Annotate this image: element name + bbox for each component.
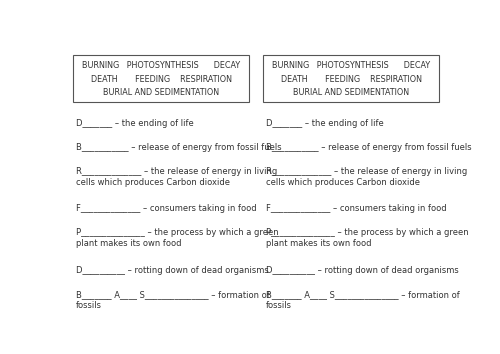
Text: BURIAL AND SEDIMENTATION: BURIAL AND SEDIMENTATION: [104, 88, 220, 97]
Text: P_______________ – the process by which a green
plant makes its own food: P_______________ – the process by which …: [266, 228, 468, 249]
Text: D__________ – rotting down of dead organisms: D__________ – rotting down of dead organ…: [266, 266, 458, 275]
Text: F______________ – consumers taking in food: F______________ – consumers taking in fo…: [266, 204, 446, 213]
Text: B_______ A____ S_______________ – formation of
fossils: B_______ A____ S_______________ – format…: [266, 290, 460, 310]
Text: R______________ – the release of energy in living
cells which produces Carbon di: R______________ – the release of energy …: [76, 167, 278, 187]
Bar: [263, 55, 439, 102]
Text: D_______ – the ending of life: D_______ – the ending of life: [266, 119, 384, 128]
Text: B___________ – release of energy from fossil fuels: B___________ – release of energy from fo…: [76, 143, 282, 152]
Bar: [74, 55, 250, 102]
Text: D__________ – rotting down of dead organisms: D__________ – rotting down of dead organ…: [76, 266, 269, 275]
Text: D_______ – the ending of life: D_______ – the ending of life: [76, 119, 194, 128]
Text: BURNING   PHOTOSYNTHESIS      DECAY: BURNING PHOTOSYNTHESIS DECAY: [82, 61, 240, 70]
Text: B_______ A____ S_______________ – formation of
fossils: B_______ A____ S_______________ – format…: [76, 290, 270, 310]
Text: P_______________ – the process by which a green
plant makes its own food: P_______________ – the process by which …: [76, 228, 278, 249]
Text: R______________ – the release of energy in living
cells which produces Carbon di: R______________ – the release of energy …: [266, 167, 467, 187]
Text: F______________ – consumers taking in food: F______________ – consumers taking in fo…: [76, 204, 256, 213]
Text: B___________ – release of energy from fossil fuels: B___________ – release of energy from fo…: [266, 143, 472, 152]
Text: BURIAL AND SEDIMENTATION: BURIAL AND SEDIMENTATION: [293, 88, 409, 97]
Text: DEATH       FEEDING    RESPIRATION: DEATH FEEDING RESPIRATION: [91, 75, 232, 84]
Text: DEATH       FEEDING    RESPIRATION: DEATH FEEDING RESPIRATION: [280, 75, 422, 84]
Text: BURNING   PHOTOSYNTHESIS      DECAY: BURNING PHOTOSYNTHESIS DECAY: [272, 61, 430, 70]
